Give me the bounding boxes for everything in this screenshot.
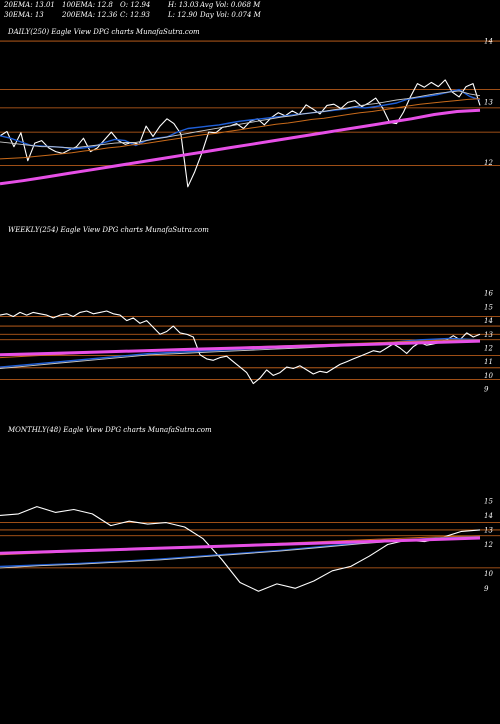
series-price (0, 310, 481, 385)
series-ema_short (0, 88, 481, 150)
y-tick-label: 15 (484, 303, 493, 311)
y-tick-label: 10 (484, 372, 493, 380)
y-tick-label: 12 (484, 159, 493, 167)
header-ema20: 20EMA: 13.01 (4, 1, 55, 9)
y-tick-label: 13 (484, 331, 493, 339)
y-tick-label: 13 (484, 526, 493, 534)
header-dayvol: Day Vol: 0.074 M (200, 11, 261, 19)
y-tick-label: 9 (484, 585, 489, 593)
header-low: L: 12.90 (168, 11, 198, 19)
y-tick-label: 10 (484, 570, 493, 578)
y-tick-label: 16 (484, 290, 493, 298)
series-ema_200 (0, 536, 481, 555)
y-tick-label: 9 (484, 386, 489, 394)
y-tick-label: 11 (484, 358, 493, 366)
header-open: O: 12.94 (120, 1, 151, 9)
header-close: C: 12.93 (120, 11, 150, 19)
header-ema30: 30EMA: 13 (4, 11, 44, 19)
y-tick-label: 15 (484, 497, 493, 505)
chart-title: DAILY(250) Eagle View DPG charts MunafaS… (7, 28, 200, 36)
y-tick-label: 14 (484, 38, 493, 46)
chart-title: MONTHLY(48) Eagle View DPG charts Munafa… (7, 426, 212, 434)
y-tick-label: 13 (484, 98, 493, 106)
y-tick-label: 14 (484, 317, 493, 325)
chart-panel-2: WEEKLY(254) Eagle View DPG charts Munafa… (0, 226, 500, 394)
series-price (0, 506, 481, 592)
chart-panel-1: DAILY(250) Eagle View DPG charts MunafaS… (0, 28, 500, 188)
header-avgvol: Avg Vol: 0.068 M (200, 1, 261, 9)
y-tick-label: 12 (484, 344, 493, 352)
series-ema_200 (0, 339, 481, 357)
chart-panel-3: MONTHLY(48) Eagle View DPG charts Munafa… (0, 426, 500, 593)
series-ema_mid (0, 90, 481, 149)
chart-title: WEEKLY(254) Eagle View DPG charts Munafa… (8, 226, 209, 234)
y-tick-label: 14 (484, 512, 493, 520)
header-ema200: 200EMA: 12.36 (62, 11, 118, 19)
series-ema_200 (0, 108, 481, 186)
header-high: H: 13.03 (168, 1, 199, 9)
series-ema_long (0, 98, 481, 160)
series-ema_mid (0, 340, 480, 369)
series-price (0, 79, 481, 188)
y-tick-label: 12 (484, 541, 493, 549)
header-ema100: 100EMA: 12.8 (62, 1, 113, 9)
